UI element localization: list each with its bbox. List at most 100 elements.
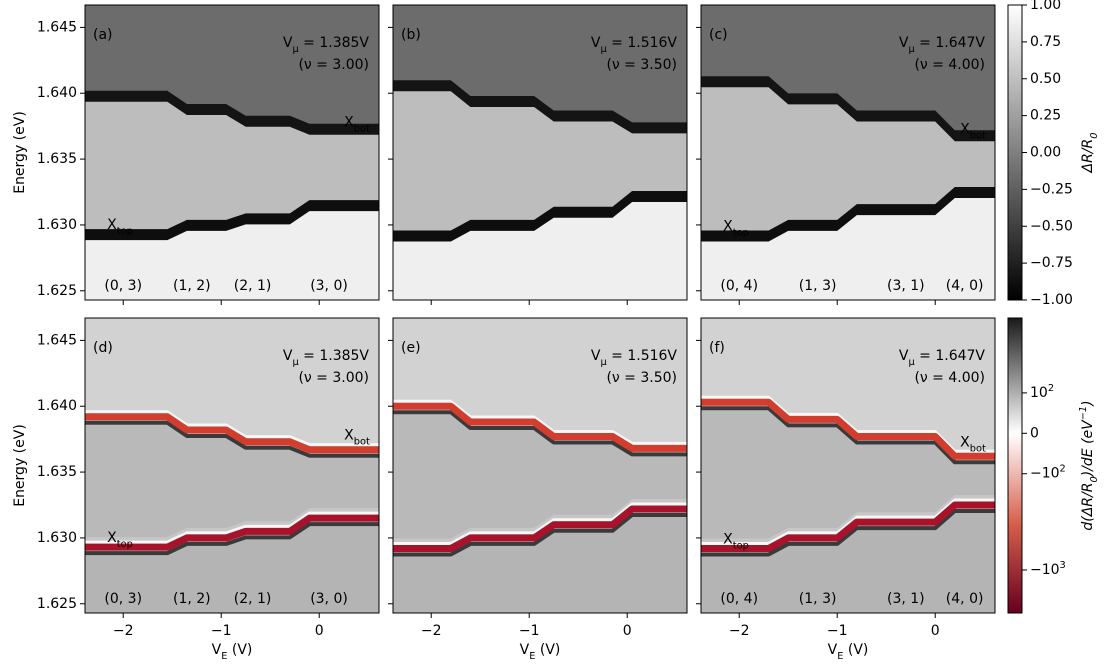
band-label: Xtop	[107, 530, 133, 550]
band-line	[701, 398, 995, 460]
doping-label: (0, 3)	[104, 278, 142, 294]
doping-label: (2, 1)	[234, 278, 272, 294]
colorbar-tick-label: −1.00	[1030, 292, 1073, 308]
colorbar-tick-label: −103	[1030, 559, 1066, 578]
band-line	[85, 410, 379, 447]
x-tick-label: −1	[827, 623, 848, 639]
voltage-label-part: V	[899, 35, 909, 51]
x-tick-label: 0	[315, 623, 324, 639]
doping-label: (2, 1)	[234, 591, 272, 607]
doping-label: (1, 2)	[173, 278, 211, 294]
colorbar-label-part: ΔR/R	[1080, 139, 1096, 174]
band-label-part: bot	[354, 436, 370, 447]
doping-label: (0, 3)	[104, 591, 142, 607]
y-axis-label: Energy (eV)	[12, 111, 28, 194]
doping-label: (4, 0)	[946, 591, 984, 607]
colorbar-label-part: 0	[1089, 476, 1100, 482]
colorbar-tick-label: 0.00	[1030, 145, 1061, 161]
doping-label: (1, 2)	[173, 591, 211, 607]
y-tick-label: 1.645	[37, 332, 77, 348]
colorbar-tick-label: 0.50	[1030, 71, 1061, 87]
band-line	[701, 498, 995, 545]
colorbar-tick-label: 0	[1030, 425, 1039, 441]
voltage-label-part: V	[283, 35, 293, 51]
band-label-part: top	[733, 227, 749, 238]
x-axis-label: VE (V)	[520, 642, 561, 662]
tick-exponent: 2	[1060, 463, 1066, 474]
band-label-part: X	[960, 121, 970, 137]
x-tick-label: −2	[113, 623, 134, 639]
voltage-label-part: μ	[600, 357, 606, 368]
x-tick-label: −2	[421, 623, 442, 639]
panel-label: (d)	[93, 340, 113, 356]
band-label-part: bot	[970, 130, 986, 141]
colorbar-label-part: d(ΔR/R	[1080, 483, 1096, 531]
panel-label: (e)	[401, 340, 421, 356]
voltage-label: Vμ = 1.647V	[899, 35, 986, 55]
band-line	[393, 402, 687, 452]
filling-label: (ν = 4.00)	[914, 370, 985, 386]
voltage-label: Vμ = 1.385V	[283, 35, 370, 55]
panel-label: (f)	[709, 340, 725, 356]
band-line	[393, 399, 687, 445]
voltage-label: Vμ = 1.516V	[591, 35, 678, 55]
band-line	[85, 413, 379, 454]
band-line	[701, 406, 995, 465]
band-line	[85, 511, 379, 544]
y-tick-label: 1.630	[37, 217, 77, 233]
x-tick-label: 0	[623, 623, 632, 639]
doping-label: (0, 4)	[720, 278, 758, 294]
colorbar-label-part: 0	[1089, 133, 1100, 139]
voltage-label-part: V	[591, 348, 601, 364]
x-axis-label-part: V	[212, 642, 222, 658]
heatmap	[701, 5, 995, 300]
colorbar-label-part: −1	[1078, 406, 1089, 420]
filling-label: (ν = 3.50)	[606, 370, 677, 386]
band-line	[393, 512, 687, 557]
voltage-label-part: μ	[908, 357, 914, 368]
band-label-part: X	[107, 530, 117, 546]
doping-label: (4, 0)	[946, 278, 984, 294]
voltage-label: Vμ = 1.516V	[591, 348, 678, 368]
filling-label: (ν = 3.00)	[298, 370, 369, 386]
band-label-part: X	[344, 115, 354, 131]
band-area	[85, 526, 379, 613]
y-tick-label: 1.640	[37, 398, 77, 414]
band-line	[701, 395, 995, 453]
panel-label: (a)	[93, 27, 113, 43]
axes-frame	[700, 317, 996, 614]
voltage-label-part: = 1.647V	[915, 348, 986, 364]
x-axis-label: VE (V)	[828, 642, 869, 662]
x-axis-label-part: E	[529, 651, 535, 662]
band-area	[701, 198, 995, 300]
y-tick-label: 1.630	[37, 530, 77, 546]
axes-frame	[84, 317, 380, 614]
band-line	[701, 509, 995, 557]
colorbar-label-part: )	[1080, 400, 1096, 406]
band-line	[85, 514, 379, 551]
band-area	[85, 211, 379, 300]
band-line	[393, 502, 687, 545]
x-axis-label-part: (V)	[535, 642, 560, 658]
y-tick-label: 1.645	[37, 19, 77, 35]
voltage-label: Vμ = 1.385V	[283, 348, 370, 368]
band-label: Xtop	[107, 217, 133, 237]
filling-label: (ν = 4.00)	[914, 57, 985, 73]
doping-label: (0, 4)	[720, 591, 758, 607]
doping-label: (3, 1)	[887, 278, 925, 294]
doping-label: (1, 3)	[799, 591, 837, 607]
panel-label: (c)	[709, 27, 728, 43]
filling-label: (ν = 3.00)	[298, 57, 369, 73]
band-line	[701, 501, 995, 552]
y-tick-label: 1.635	[37, 151, 77, 167]
y-tick-label: 1.625	[37, 596, 77, 612]
y-tick-label: 1.640	[37, 85, 77, 101]
voltage-label-part: μ	[600, 44, 606, 55]
x-axis-label-part: (V)	[843, 642, 868, 658]
band-label-part: bot	[354, 123, 370, 134]
band-line	[393, 410, 687, 457]
y-tick-label: 1.635	[37, 464, 77, 480]
band-label-part: top	[117, 539, 133, 550]
band-label: Xtop	[723, 531, 749, 551]
